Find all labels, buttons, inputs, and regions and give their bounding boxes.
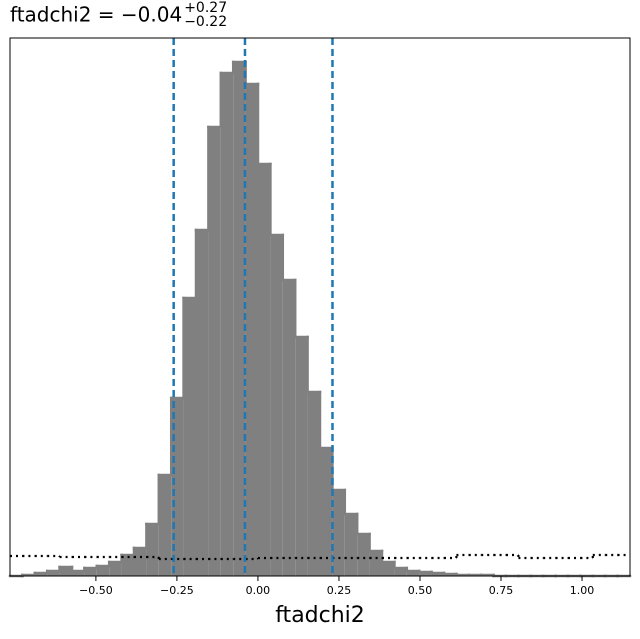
bar — [357, 534, 370, 576]
x-tick-label: 1.00 — [570, 584, 595, 597]
x-axis-label: ftadchi2 — [275, 603, 365, 628]
bar — [332, 490, 345, 576]
bar — [96, 566, 110, 576]
bar — [307, 392, 320, 576]
bar — [320, 448, 333, 576]
bar — [406, 571, 420, 576]
plot-frame — [9, 37, 631, 577]
bar — [134, 548, 147, 576]
bar — [72, 571, 85, 576]
bar — [245, 84, 258, 576]
x-tick-label: 0.50 — [408, 584, 433, 597]
x-tick-label: −0.50 — [79, 584, 113, 597]
bar — [419, 572, 432, 576]
bar — [233, 62, 246, 576]
bar — [59, 567, 72, 576]
bar — [208, 127, 221, 576]
x-tick-label: 0.75 — [489, 584, 514, 597]
bar — [344, 514, 358, 576]
x-tick-label: 0.00 — [246, 584, 271, 597]
bar — [109, 562, 122, 576]
title-upper-error: +0.27 — [184, 0, 227, 16]
bar — [158, 475, 172, 576]
bar — [369, 551, 382, 576]
bar — [295, 337, 308, 576]
chart-title: ftadchi2 = −0.04 — [10, 3, 182, 27]
bar — [47, 571, 60, 576]
bar — [183, 298, 196, 576]
x-tick-label: 0.25 — [327, 584, 352, 597]
bar — [196, 230, 209, 576]
bar — [270, 235, 283, 576]
bar — [34, 573, 48, 576]
bar — [146, 524, 159, 576]
bar — [394, 568, 407, 576]
bar — [171, 398, 184, 576]
x-tick-label: −0.25 — [160, 584, 194, 597]
bar — [431, 573, 444, 576]
bar — [382, 562, 395, 576]
bar — [121, 555, 134, 576]
bar — [84, 568, 97, 576]
title-lower-error: −0.22 — [184, 14, 227, 30]
bar — [258, 164, 271, 576]
bar — [282, 280, 296, 576]
bar — [220, 73, 234, 576]
